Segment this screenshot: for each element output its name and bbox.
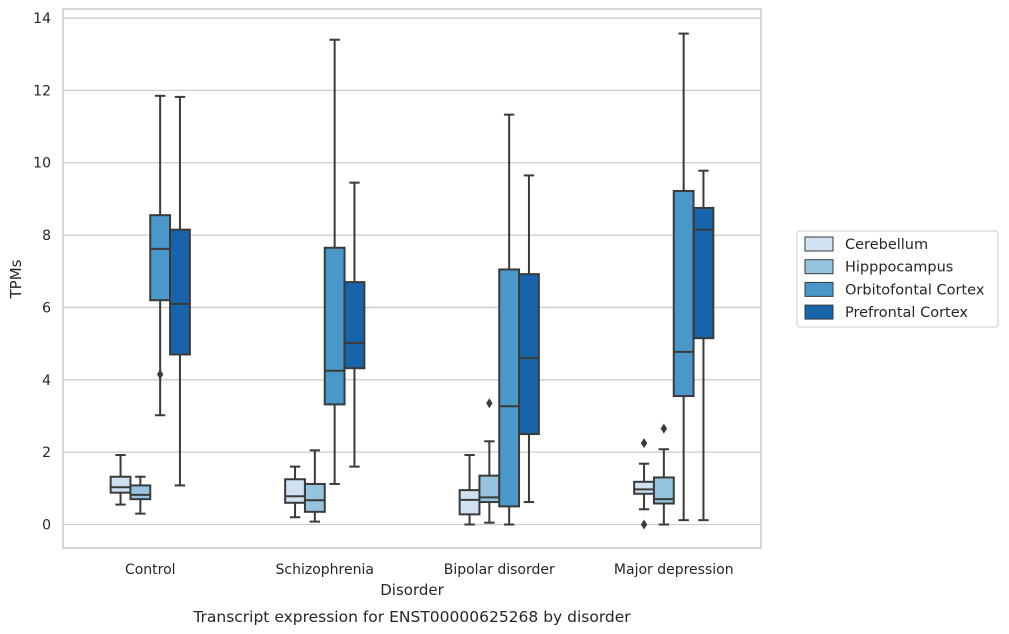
legend-swatch xyxy=(804,236,834,252)
box-iqr xyxy=(169,228,191,356)
y-tick-label: 2 xyxy=(42,445,51,461)
outlier-point xyxy=(640,519,648,530)
box-iqr xyxy=(323,246,346,406)
y-tick-labels: 0 2 4 6 8 10 12 14 xyxy=(33,11,51,533)
x-tick-labels: Control Schizophrenia Bipolar disorder Majo… xyxy=(125,562,734,578)
x-tick-label: Major depression xyxy=(614,562,734,578)
box-iqr xyxy=(633,480,655,495)
y-tick-label: 0 xyxy=(42,517,51,533)
box-hipppocampus xyxy=(303,449,326,523)
box-cerebellum xyxy=(284,465,306,519)
box-orbitofontal-cortex xyxy=(149,94,172,417)
box-hipppocampus xyxy=(478,398,501,524)
box-iqr xyxy=(149,214,172,302)
box-iqr xyxy=(109,475,132,494)
y-tick-label: 4 xyxy=(42,373,51,389)
box-iqr xyxy=(692,206,715,340)
legend-swatch xyxy=(804,281,834,297)
box-iqr xyxy=(303,482,326,513)
box-hipppocampus xyxy=(652,423,675,526)
box-iqr xyxy=(518,273,540,436)
box-prefrontal-cortex xyxy=(169,95,191,487)
outlier-point xyxy=(640,438,648,449)
box-iqr xyxy=(458,489,481,516)
y-tick-label: 14 xyxy=(33,11,51,27)
x-axis-label: Disorder xyxy=(380,581,444,599)
box-iqr xyxy=(343,281,366,370)
legend-label: Hipppocampus xyxy=(845,260,953,276)
outlier-point xyxy=(660,423,668,434)
box-orbitofontal-cortex xyxy=(323,38,346,485)
box-cerebellum xyxy=(109,454,132,506)
y-tick-label: 8 xyxy=(42,228,51,244)
box-orbitofontal-cortex xyxy=(498,113,521,526)
legend-frame xyxy=(796,230,999,328)
box-prefrontal-cortex xyxy=(518,174,540,504)
y-tick-label: 6 xyxy=(42,300,51,316)
box-iqr xyxy=(498,268,521,508)
box-prefrontal-cortex xyxy=(343,181,366,468)
box-iqr xyxy=(284,478,306,504)
plot-frame xyxy=(62,8,762,549)
y-tick-label: 10 xyxy=(33,156,51,172)
legend-items: Cerebellum Hipppocampus Orbitofontal Corte… xyxy=(804,236,985,321)
chart-caption: Transcript expression for ENST0000062526… xyxy=(192,608,631,626)
box-plot-layer xyxy=(109,32,715,530)
legend-swatch xyxy=(804,259,834,275)
box-cerebellum xyxy=(633,438,655,530)
legend-label: Prefrontal Cortex xyxy=(845,305,968,321)
y-tick-label: 12 xyxy=(33,83,51,99)
box-iqr xyxy=(129,484,152,501)
outlier-point xyxy=(486,398,493,409)
box-orbitofontal-cortex xyxy=(672,32,695,522)
box-hipppocampus xyxy=(129,475,152,515)
x-tick-label: Bipolar disorder xyxy=(444,562,555,578)
legend-swatch xyxy=(804,304,834,320)
legend-label: Cerebellum xyxy=(845,237,928,253)
legend: Cerebellum Hipppocampus Orbitofontal Corte… xyxy=(796,230,999,328)
box-iqr xyxy=(652,476,675,505)
box-cerebellum xyxy=(458,454,481,526)
box-iqr xyxy=(672,189,695,398)
x-tick-label: Control xyxy=(125,562,176,578)
box-prefrontal-cortex xyxy=(692,169,715,522)
outlier-point xyxy=(156,369,164,380)
legend-label: Orbitofontal Cortex xyxy=(845,282,985,298)
y-axis-label: TPMs xyxy=(7,259,25,299)
x-tick-label: Schizophrenia xyxy=(276,562,374,578)
